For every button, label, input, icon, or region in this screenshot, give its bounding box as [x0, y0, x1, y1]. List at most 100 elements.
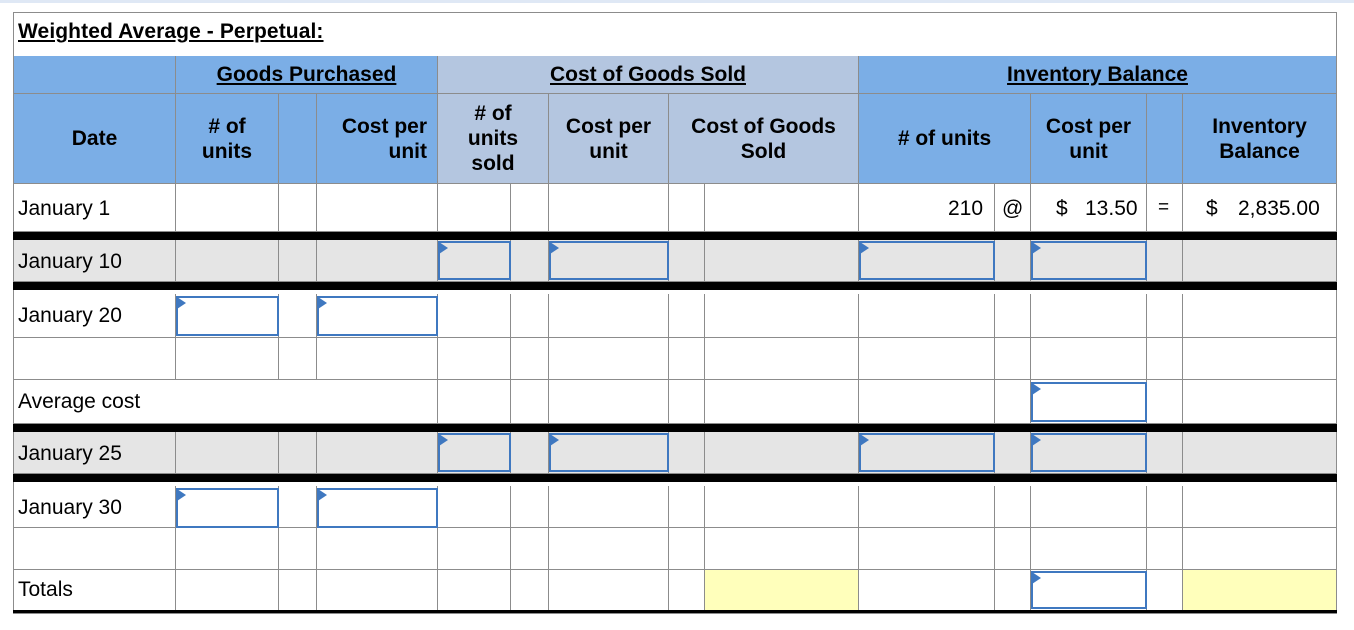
grid-cell — [669, 380, 705, 424]
grid-cell — [1031, 486, 1147, 528]
grid-cell — [705, 486, 859, 528]
grid-cell — [995, 338, 1031, 380]
jan1-units: 210 — [948, 197, 984, 220]
top-divider — [0, 0, 1354, 3]
jan30-purchased-cost-input[interactable] — [317, 488, 438, 528]
row-label-january-20: January 20 — [18, 304, 122, 327]
grid-cell — [1147, 432, 1183, 474]
grid-cell — [438, 570, 511, 611]
group-cost-of-goods-sold: Cost of Goods Sold — [438, 56, 859, 94]
grid-cell — [14, 528, 176, 570]
jan25-inventory-cost-input[interactable] — [1031, 433, 1147, 472]
jan1-cost-per-unit: 13.50 — [1085, 197, 1138, 220]
grid-cell — [511, 432, 549, 474]
grid-cell — [176, 240, 279, 282]
grid-cell — [669, 528, 705, 570]
grid-cell — [859, 294, 995, 338]
grid-cell — [317, 338, 438, 380]
jan25-sold-cost-input[interactable] — [549, 433, 669, 472]
grid-cell — [438, 380, 511, 424]
grid-cell — [511, 184, 549, 232]
grid-cell — [14, 338, 176, 380]
grid-cell — [859, 486, 995, 528]
grid-cell — [279, 184, 317, 232]
grid-cell — [995, 294, 1031, 338]
grid-cell — [438, 528, 511, 570]
totals-inventory-cost-input[interactable] — [1031, 571, 1147, 609]
row-separator-thick — [13, 282, 1337, 290]
grid-cell — [279, 240, 317, 282]
header-inventory-cost-label: Cost per unit — [1045, 114, 1132, 163]
grid-cell — [14, 294, 176, 338]
grid-cell — [669, 432, 705, 474]
jan10-inventory-units-input[interactable] — [859, 241, 995, 280]
grid-cell — [549, 570, 669, 611]
jan10-sold-cost-input[interactable] — [549, 241, 669, 280]
row-separator-thick — [13, 424, 1337, 432]
jan10-sold-units-input[interactable] — [438, 241, 511, 280]
grid-cell — [705, 184, 859, 232]
header-inventory-gap — [1147, 94, 1183, 184]
jan1-inventory-balance: 2,835.00 — [1238, 197, 1320, 220]
jan25-inventory-units-input[interactable] — [859, 433, 995, 472]
jan20-purchased-cost-input[interactable] — [317, 296, 438, 336]
grid-cell — [14, 432, 176, 474]
header-inventory-balance: Inventory Balance — [1183, 94, 1337, 184]
grid-cell — [1031, 528, 1147, 570]
grid-cell — [995, 570, 1031, 611]
row-label-january-10: January 10 — [18, 250, 122, 273]
grid-cell — [1031, 338, 1147, 380]
grid-cell — [669, 570, 705, 611]
header-inventory-cost: Cost per unit — [1031, 94, 1147, 184]
grid-cell — [705, 528, 859, 570]
grid-cell — [176, 338, 279, 380]
grid-cell — [511, 240, 549, 282]
grid-cell — [14, 240, 176, 282]
grid-cell — [511, 338, 549, 380]
header-inventory-balance-label: Inventory Balance — [1212, 114, 1307, 163]
header-purchased-cost-label: Cost per unit — [341, 114, 427, 163]
header-date: Date — [14, 94, 176, 184]
row-separator-thick — [13, 474, 1337, 482]
grid-cell — [176, 432, 279, 474]
jan1-equals-sign: = — [1158, 197, 1170, 218]
row-label-january-1: January 1 — [18, 197, 111, 220]
grid-cell — [1183, 338, 1337, 380]
jan1-at-sign: @ — [1002, 197, 1024, 220]
group-goods-purchased: Goods Purchased — [176, 56, 438, 94]
header-inventory-units: # of units — [859, 94, 1031, 184]
jan25-sold-units-input[interactable] — [438, 433, 511, 472]
group-inventory-balance: Inventory Balance — [859, 56, 1337, 94]
grid-cell — [279, 486, 317, 528]
grid-cell — [14, 184, 176, 232]
grid-cell — [1183, 528, 1337, 570]
grid-cell — [705, 570, 859, 611]
jan20-purchased-units-input[interactable] — [176, 296, 279, 336]
grid-cell — [859, 570, 995, 611]
grid-cell — [279, 432, 317, 474]
grid-cell — [1147, 184, 1183, 232]
jan10-inventory-cost-input[interactable] — [1031, 241, 1147, 280]
grid-cell — [859, 380, 995, 424]
grid-cell — [438, 486, 511, 528]
grid-cell — [317, 570, 438, 611]
grid-cell — [859, 338, 995, 380]
grid-cell — [1183, 240, 1337, 282]
grid-cell — [317, 528, 438, 570]
average-cost-input[interactable] — [1031, 382, 1147, 422]
grid-cell — [995, 240, 1031, 282]
grid-cell — [279, 338, 317, 380]
row-label-january-30: January 30 — [18, 496, 122, 519]
grid-cell — [317, 432, 438, 474]
grid-cell — [1031, 184, 1147, 232]
row-label-average-cost: Average cost — [18, 390, 141, 413]
grid-cell — [995, 432, 1031, 474]
header-inventory-units-label: # of units — [897, 127, 992, 150]
grid-cell — [669, 184, 705, 232]
worksheet-title: Weighted Average - Perpetual: — [18, 20, 324, 43]
grid-cell — [669, 486, 705, 528]
header-purchased-gap — [279, 94, 317, 184]
jan30-purchased-units-input[interactable] — [176, 488, 279, 528]
grid-cell — [511, 294, 549, 338]
grid-cell — [995, 486, 1031, 528]
